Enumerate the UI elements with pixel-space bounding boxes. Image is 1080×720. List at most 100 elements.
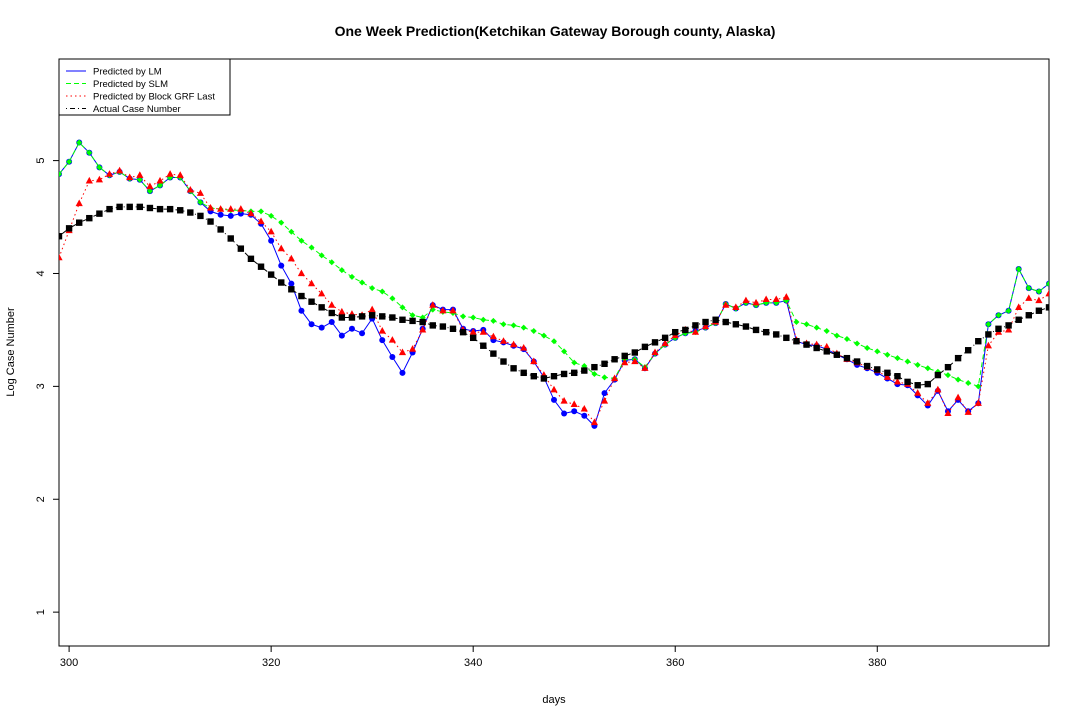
data-point	[813, 344, 820, 352]
data-point	[520, 369, 527, 377]
data-point	[338, 314, 346, 321]
data-point	[1004, 325, 1013, 333]
data-point	[803, 321, 810, 328]
data-point	[732, 303, 740, 310]
data-point	[197, 199, 204, 206]
data-point	[813, 324, 820, 331]
data-point	[1025, 294, 1033, 301]
data-point	[307, 279, 316, 287]
data-point	[934, 385, 942, 393]
data-point	[955, 376, 962, 383]
data-point	[146, 188, 153, 195]
y-tick-label: 5	[35, 158, 47, 164]
x-tick-label: 360	[666, 657, 684, 669]
data-point	[459, 328, 467, 336]
data-point	[288, 228, 295, 235]
data-point	[439, 306, 447, 314]
data-point	[1045, 289, 1049, 297]
data-point	[651, 339, 659, 346]
x-tick-label: 320	[262, 657, 280, 669]
data-point	[96, 210, 103, 217]
data-point	[389, 295, 396, 302]
data-point	[974, 399, 982, 406]
data-point	[197, 212, 204, 220]
data-point	[621, 358, 629, 366]
data-point	[277, 244, 285, 252]
data-point	[864, 344, 871, 351]
data-point	[793, 338, 800, 345]
data-point	[156, 176, 164, 184]
series-line	[59, 141, 1049, 388]
data-point	[359, 279, 366, 286]
data-point	[217, 211, 224, 218]
data-point	[611, 374, 619, 382]
data-point	[1025, 285, 1032, 292]
data-point	[965, 379, 972, 386]
data-point	[368, 305, 376, 313]
data-point	[187, 209, 194, 216]
data-point	[590, 418, 599, 426]
data-point	[551, 396, 557, 403]
data-point	[308, 321, 315, 328]
data-point	[551, 338, 557, 345]
data-point	[1035, 307, 1043, 314]
data-point	[278, 279, 285, 286]
data-point	[287, 254, 295, 262]
data-point	[409, 312, 416, 319]
data-point	[257, 217, 265, 225]
data-point	[611, 356, 618, 363]
data-point	[389, 314, 396, 321]
data-point	[268, 212, 275, 219]
data-point	[318, 324, 325, 331]
data-point	[499, 337, 508, 344]
data-point	[550, 373, 558, 380]
data-point	[894, 355, 901, 362]
data-point	[793, 319, 800, 326]
data-point	[560, 397, 568, 404]
data-point	[328, 259, 335, 266]
data-point	[449, 306, 457, 314]
y-axis: 1 2 3 4 5	[35, 158, 59, 615]
data-point	[934, 371, 942, 379]
data-point	[762, 328, 770, 336]
data-point	[742, 323, 750, 330]
data-point	[924, 365, 931, 372]
series-actual-case-number	[59, 203, 1049, 389]
data-point	[257, 263, 265, 270]
data-point	[237, 210, 244, 217]
data-point	[944, 363, 952, 371]
data-point	[59, 253, 63, 261]
data-point	[419, 318, 426, 326]
data-point	[348, 314, 356, 321]
data-point	[358, 313, 366, 320]
data-point	[328, 319, 335, 326]
data-point	[752, 326, 760, 334]
data-point	[762, 295, 770, 303]
data-point	[924, 380, 931, 388]
series-line	[59, 206, 1049, 386]
data-point	[783, 334, 790, 342]
data-point	[571, 408, 578, 415]
data-point	[500, 358, 507, 365]
data-point	[338, 332, 345, 339]
data-point	[752, 298, 760, 306]
data-point	[1005, 322, 1012, 329]
data-point	[86, 214, 93, 222]
series-layer	[59, 139, 1049, 429]
data-point	[217, 205, 225, 212]
data-point	[571, 369, 578, 377]
data-point	[1015, 303, 1023, 310]
data-point	[186, 185, 194, 193]
data-point	[460, 313, 467, 320]
data-point	[237, 245, 245, 252]
data-point	[944, 409, 952, 417]
data-point	[469, 328, 477, 335]
data-point	[146, 182, 154, 190]
data-point	[843, 354, 851, 362]
chart-title: One Week Prediction(Ketchikan Gateway Bo…	[335, 23, 776, 39]
data-point	[561, 410, 568, 417]
data-point	[399, 316, 406, 323]
y-axis-label: Log Case Number	[5, 307, 17, 397]
data-point	[176, 171, 184, 178]
